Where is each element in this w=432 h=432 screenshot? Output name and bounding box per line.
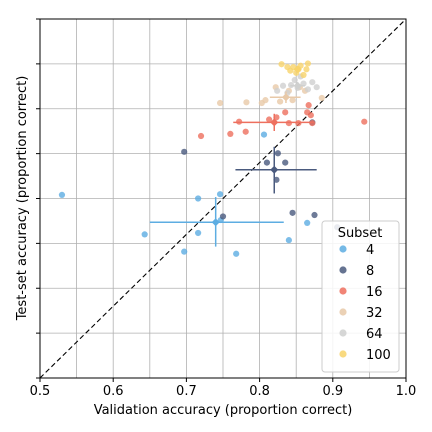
data-point-subset-32 — [216, 99, 224, 107]
diagonal-reference-line — [39, 18, 407, 379]
data-point-subset-4 — [58, 191, 66, 199]
data-point-subset-32 — [262, 97, 269, 104]
mean-marker-subset-16 — [270, 118, 279, 127]
data-point-subset-16 — [361, 118, 368, 125]
data-point-subset-4 — [233, 250, 240, 257]
x-tick-label: 0.9 — [322, 384, 343, 399]
x-tick-label: 1.0 — [396, 384, 417, 399]
data-point-subset-16 — [266, 116, 273, 123]
legend-label-subset-100: 100 — [366, 348, 391, 363]
x-axis-ticks: 0.5 0.6 0.7 0.8 0.9 1.0 — [30, 378, 417, 399]
x-tick-label: 0.7 — [176, 384, 197, 399]
data-point-subset-32 — [243, 99, 250, 106]
legend-marker-subset-4 — [339, 245, 347, 253]
data-point-subset-100 — [303, 66, 310, 73]
data-point-subset-16 — [242, 128, 249, 135]
data-point-subset-32 — [318, 94, 325, 102]
mean-marker-subset-4 — [211, 218, 220, 227]
x-tick-label: 0.6 — [103, 384, 124, 399]
legend-items: 4 8 16 32 64 100 — [339, 243, 391, 363]
data-point-subset-100 — [278, 61, 285, 68]
data-point-subset-32 — [276, 98, 284, 105]
data-point-subset-8 — [181, 148, 188, 155]
mean-marker-subset-8 — [270, 165, 279, 174]
legend-marker-subset-100 — [339, 350, 347, 358]
data-point-subset-100 — [300, 71, 307, 79]
x-tick-label: 0.8 — [249, 384, 270, 399]
data-point-subset-64 — [279, 82, 287, 89]
data-point-subset-16 — [307, 112, 314, 119]
data-points — [58, 60, 368, 257]
x-axis-label: Validation accuracy (proportion correct) — [94, 403, 353, 418]
data-point-subset-64 — [291, 76, 298, 84]
legend-label-subset-64: 64 — [366, 327, 383, 342]
legend-marker-subset-64 — [339, 329, 347, 337]
legend-marker-subset-8 — [339, 266, 347, 274]
mean-marker-subset-64 — [293, 81, 302, 90]
data-point-subset-8 — [274, 150, 281, 157]
data-point-subset-64 — [274, 87, 281, 94]
data-point-subset-8 — [263, 159, 271, 166]
data-point-subset-8 — [311, 211, 318, 219]
legend-label-subset-4: 4 — [366, 243, 374, 258]
data-point-subset-16 — [282, 109, 289, 116]
data-point-subset-4 — [195, 195, 202, 202]
data-point-subset-4 — [304, 219, 311, 227]
data-point-subset-8 — [219, 213, 227, 220]
data-point-subset-16 — [305, 102, 312, 109]
legend-title: Subset — [338, 226, 383, 241]
data-point-subset-4 — [285, 237, 292, 244]
x-tick-label: 0.5 — [30, 384, 51, 399]
data-point-subset-4 — [216, 191, 224, 198]
legend-label-subset-16: 16 — [366, 285, 383, 300]
data-point-subset-8 — [289, 209, 296, 216]
data-point-subset-4 — [195, 229, 202, 237]
data-point-subset-100 — [304, 60, 312, 67]
data-point-subset-64 — [309, 79, 316, 86]
legend: Subset 4 8 16 32 64 100 — [321, 220, 400, 373]
mean-marker-subset-32 — [281, 93, 290, 102]
data-point-subset-64 — [304, 86, 312, 93]
y-axis-ticks — [36, 18, 40, 379]
data-point-subset-8 — [282, 159, 289, 166]
y-axis-label: Test-set accuracy (proportion correct) — [15, 76, 30, 322]
legend-label-subset-8: 8 — [366, 264, 374, 279]
data-point-subset-4 — [260, 131, 268, 138]
data-point-subset-4 — [141, 231, 148, 238]
mean-markers — [149, 65, 317, 247]
data-point-subset-16 — [227, 130, 234, 137]
data-point-subset-64 — [313, 84, 320, 91]
legend-marker-subset-16 — [339, 287, 347, 295]
data-point-subset-16 — [197, 132, 205, 140]
mean-marker-subset-100 — [293, 65, 302, 74]
data-point-subset-32 — [289, 97, 296, 104]
legend-label-subset-32: 32 — [366, 306, 383, 321]
data-point-subset-4 — [181, 248, 188, 255]
legend-marker-subset-32 — [339, 308, 347, 316]
